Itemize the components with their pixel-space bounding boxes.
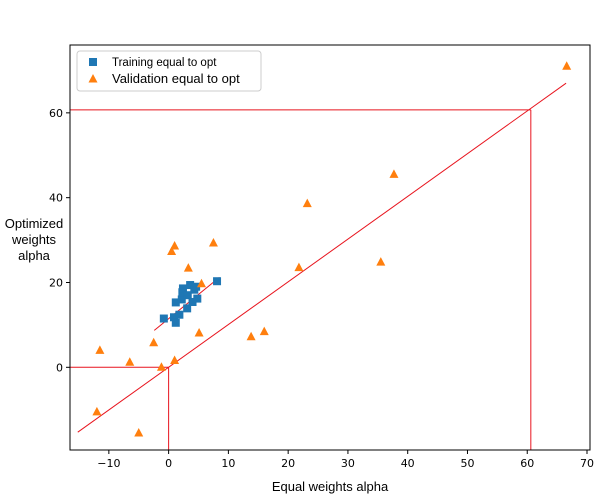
validation-point (156, 362, 166, 371)
legend-label-training: Training equal to opt (112, 57, 217, 69)
training-point (186, 281, 195, 290)
validation-point (208, 238, 218, 247)
plot-area-frame (69, 44, 591, 451)
legend-label-validation: Validation equal to opt (112, 71, 240, 86)
x-tick-label: 60 (520, 457, 534, 470)
legend-square-marker (89, 58, 97, 66)
legend-triangle-marker (88, 74, 98, 83)
validation-point (134, 428, 144, 437)
training-point (175, 310, 184, 319)
validation-point (125, 357, 135, 366)
y-tick-label: 20 (49, 276, 63, 289)
validation-point (95, 345, 105, 354)
training-point (177, 295, 186, 304)
training-point (183, 291, 192, 300)
training-point (193, 294, 202, 303)
y-axis-title-line: Optimized (5, 216, 64, 231)
reference-lines (70, 82, 567, 450)
training-point (170, 313, 178, 322)
validation-point (562, 61, 572, 70)
validation-point (246, 331, 256, 341)
y-axis-title-line: weights (11, 232, 57, 247)
y-tick-label: 60 (49, 107, 63, 120)
x-tick-label: 50 (460, 457, 474, 470)
training-point (171, 318, 180, 327)
legend-box (76, 50, 262, 92)
training-point (192, 282, 201, 291)
y-axis-ticks: 0 20 40 60 (49, 107, 70, 374)
x-axis-ticks: −10 0 10 20 30 40 50 60 70 (97, 450, 594, 470)
x-axis-title: Equal weights alpha (272, 479, 389, 494)
validation-point (196, 278, 206, 288)
validation-point (259, 326, 269, 336)
validation-point (149, 337, 159, 347)
training-point (171, 298, 180, 307)
legend: Training equal to opt Validation equal t… (76, 50, 262, 92)
x-tick-label: 10 (221, 457, 235, 470)
fit-line-main (77, 82, 567, 433)
y-axis-title-line: alpha (18, 248, 51, 263)
x-tick-label: 30 (341, 457, 355, 470)
validation-point (92, 406, 102, 416)
training-point (159, 314, 168, 323)
training-point (183, 304, 192, 313)
x-tick-label: 40 (401, 457, 415, 470)
training-point (188, 297, 197, 306)
y-tick-label: 40 (49, 192, 63, 205)
validation-point (389, 169, 399, 178)
training-point (178, 284, 187, 293)
data-points (92, 61, 572, 437)
y-axis-title: Optimized weights alpha (5, 216, 64, 263)
validation-point (170, 355, 180, 365)
x-tick-label: −10 (97, 457, 120, 470)
validation-point (376, 257, 386, 266)
validation-point (302, 198, 312, 208)
validation-point (170, 241, 180, 250)
training-point (213, 277, 222, 286)
x-tick-label: 20 (281, 457, 295, 470)
x-tick-label: 70 (580, 457, 594, 470)
x-tick-label: 0 (165, 457, 172, 470)
validation-point (167, 246, 177, 256)
validation-point (183, 263, 193, 272)
y-tick-label: 0 (56, 361, 63, 374)
validation-point (294, 262, 304, 272)
validation-point (194, 327, 204, 337)
